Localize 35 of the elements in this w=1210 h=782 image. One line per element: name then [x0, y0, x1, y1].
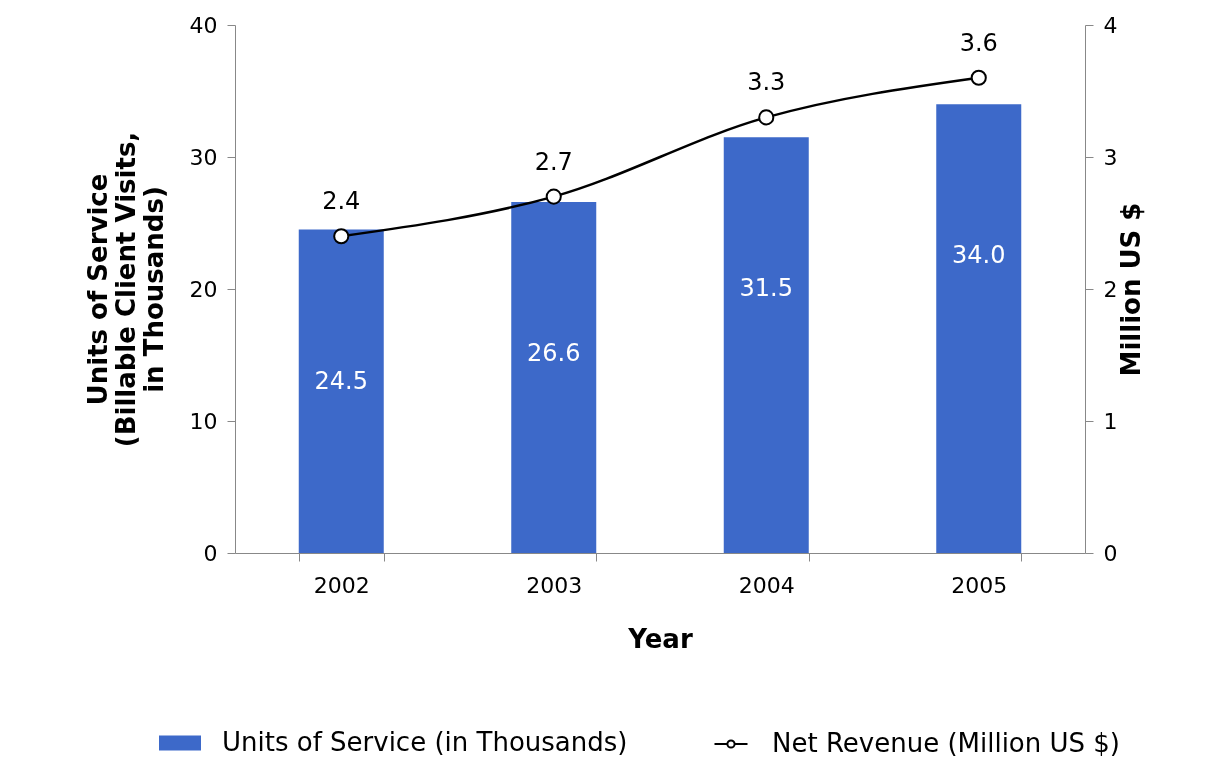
legend-label: Net Revenue (Million US $)	[772, 728, 1121, 758]
data-label: 3.3	[747, 68, 786, 97]
y2-tick-label: 3	[1103, 144, 1118, 170]
y-tick-label: 30	[189, 144, 218, 170]
point	[970, 69, 987, 86]
x-axis-title: Year	[627, 623, 693, 654]
point	[333, 228, 350, 245]
data-label: 3.6	[959, 28, 998, 57]
bar	[298, 229, 384, 553]
data-label: 2.4	[322, 187, 361, 216]
y2-tick-label: 1	[1103, 408, 1118, 434]
y-axis-title: Units of Service (Billable Client Visits, in Thousands)	[82, 131, 169, 448]
x-tick-label: 2002	[313, 572, 370, 598]
y2-axis-title: Million US $	[1116, 202, 1147, 377]
y2-tick-label: 0	[1103, 540, 1118, 566]
bar	[936, 104, 1022, 553]
x-tick-label: 2003	[526, 572, 583, 598]
data-label: 31.5	[739, 274, 793, 303]
bar	[511, 201, 597, 553]
y-tick-label: 0	[203, 540, 218, 566]
y2-tick-label: 4	[1103, 12, 1118, 38]
y2-tick-label: 2	[1103, 276, 1118, 302]
legend-label: Units of Service (in Thousands)	[222, 727, 628, 757]
y-tick-label: 10	[189, 408, 218, 434]
data-label: 26.6	[527, 338, 581, 367]
x-tick-label: 2004	[738, 572, 795, 598]
y-tick-label: 20	[189, 276, 218, 302]
point	[545, 188, 562, 205]
bar	[723, 137, 809, 553]
y-tick-label: 40	[189, 12, 218, 38]
x-tick-label: 2005	[951, 572, 1008, 598]
data-label: 34.0	[952, 241, 1006, 270]
data-label: 2.7	[534, 147, 573, 176]
data-label: 24.5	[314, 366, 368, 395]
point	[758, 109, 775, 126]
